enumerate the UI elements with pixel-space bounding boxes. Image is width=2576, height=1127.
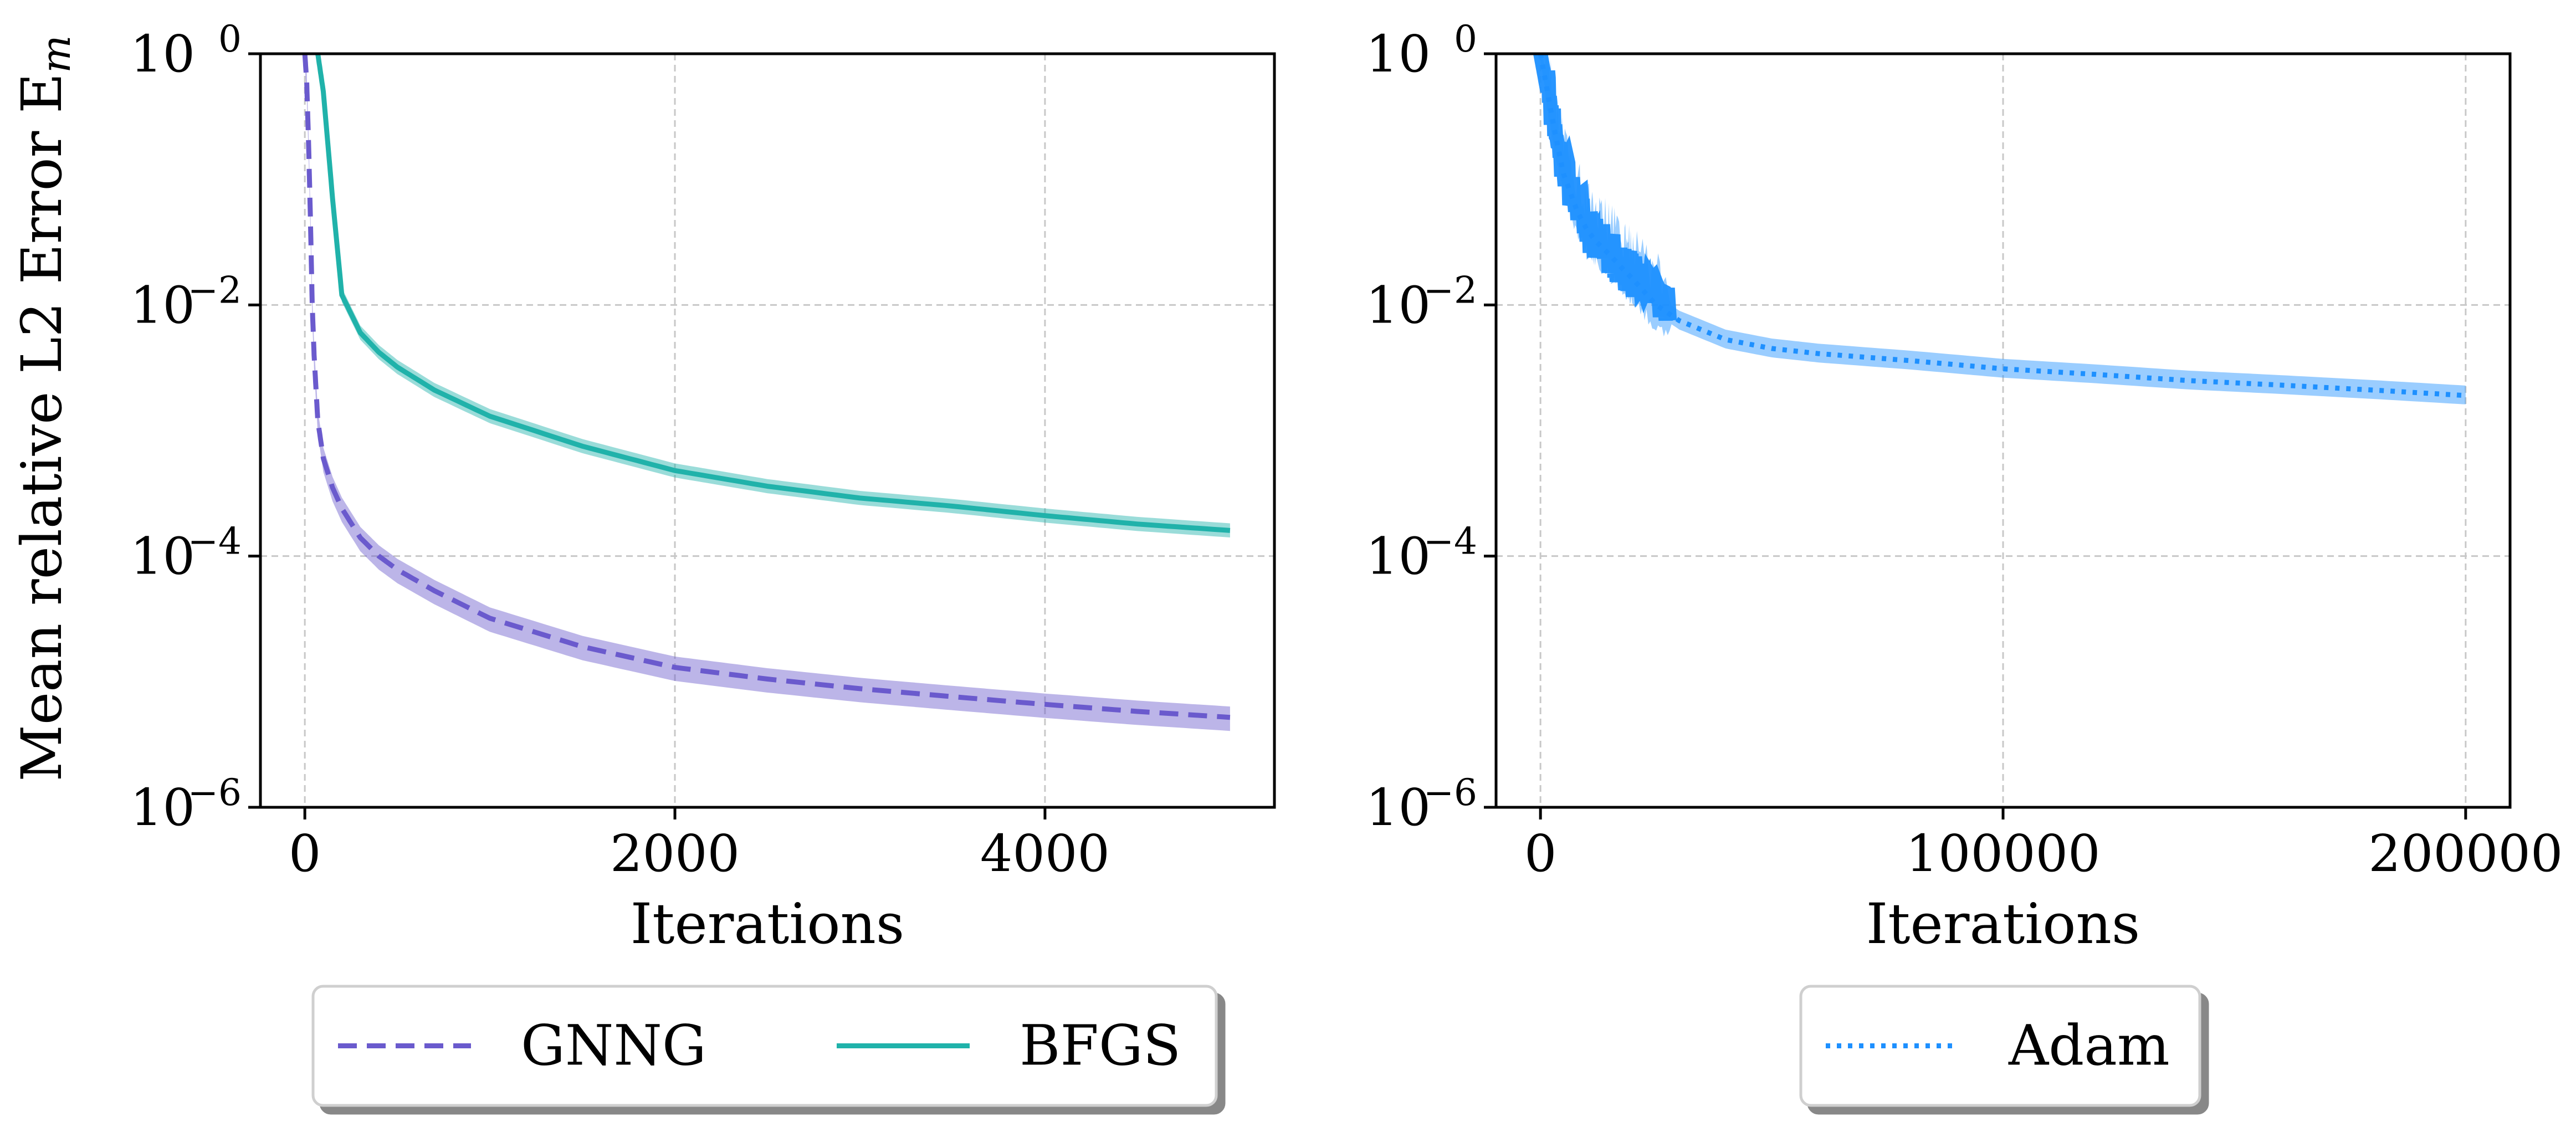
- y-tick-label: 10: [130, 24, 195, 84]
- series-line-bfgs: [315, 54, 1231, 533]
- y-tick-exponent: −4: [1423, 520, 1477, 563]
- series-band-bfgs: [317, 54, 1230, 537]
- left-chart: 0 2000 4000 10 010−210−410−6 Iterations Mea…: [9, 18, 1276, 1107]
- y-tick-label: 10: [1366, 275, 1431, 335]
- y-tick-exponent: −2: [1423, 269, 1477, 311]
- left-lines: [302, 54, 1231, 720]
- left-grid: [260, 53, 1274, 808]
- x-tick-label: 200000: [2368, 824, 2563, 883]
- right-legend: Adam: [1799, 985, 2201, 1107]
- y-tick-exponent: 0: [1454, 18, 1477, 60]
- legend-box: [1799, 985, 2201, 1107]
- y-axis-label-subscript: m: [33, 35, 79, 73]
- y-tick-label: 10: [130, 778, 195, 837]
- right-lines: [1538, 54, 2466, 398]
- y-tick-exponent: −4: [188, 520, 242, 563]
- right-y-ticks: 10 010−210−410−6: [1366, 18, 1496, 837]
- x-tick-label: 2000: [610, 824, 740, 883]
- y-tick-label: 10: [1366, 24, 1431, 84]
- x-tick-label: 0: [1524, 824, 1557, 883]
- legend-label-gnng: GNNG: [521, 1013, 706, 1078]
- left-y-ticks: 10 010−210−410−6: [130, 18, 260, 837]
- series-line-gnng: [302, 54, 1231, 720]
- y-tick-exponent: 0: [218, 18, 242, 60]
- legend-label-adam: Adam: [2008, 1013, 2170, 1078]
- left-x-axis-label: Iterations: [631, 892, 904, 956]
- left-legend: GNNG BFGS: [311, 985, 1218, 1107]
- series-band-gnng: [305, 54, 1230, 731]
- y-tick-exponent: −6: [188, 771, 242, 814]
- y-tick-label: 10: [130, 527, 195, 586]
- right-x-axis-label: Iterations: [1866, 892, 2140, 956]
- y-tick-label: 10: [1366, 527, 1431, 586]
- y-tick-exponent: −6: [1423, 771, 1477, 814]
- legend-box: [311, 985, 1218, 1107]
- y-axis-label-text: Mean relative L2 Error E: [9, 73, 74, 782]
- y-tick-label: 10: [1366, 778, 1431, 837]
- right-grid: [1496, 53, 2510, 808]
- right-chart: 0 100000 200000 10 010−210−410−6 Iterations…: [1366, 18, 2563, 1107]
- left-x-ticks: 0 2000 4000: [289, 807, 1110, 883]
- series-line-adam: [1538, 54, 2466, 398]
- x-tick-label: 100000: [1906, 824, 2100, 883]
- x-tick-label: 0: [289, 824, 321, 883]
- y-tick-exponent: −2: [188, 269, 242, 311]
- right-x-ticks: 0 100000 200000: [1524, 807, 2563, 883]
- series-noise-adam: [1533, 54, 1677, 321]
- x-tick-label: 4000: [980, 824, 1110, 883]
- left-y-axis-label: Mean relative L2 Error Em: [9, 35, 79, 781]
- y-tick-label: 10: [130, 275, 195, 335]
- left-bands: [305, 54, 1230, 731]
- legend-label-bfgs: BFGS: [1020, 1013, 1181, 1078]
- left-plot-frame: [259, 52, 1276, 809]
